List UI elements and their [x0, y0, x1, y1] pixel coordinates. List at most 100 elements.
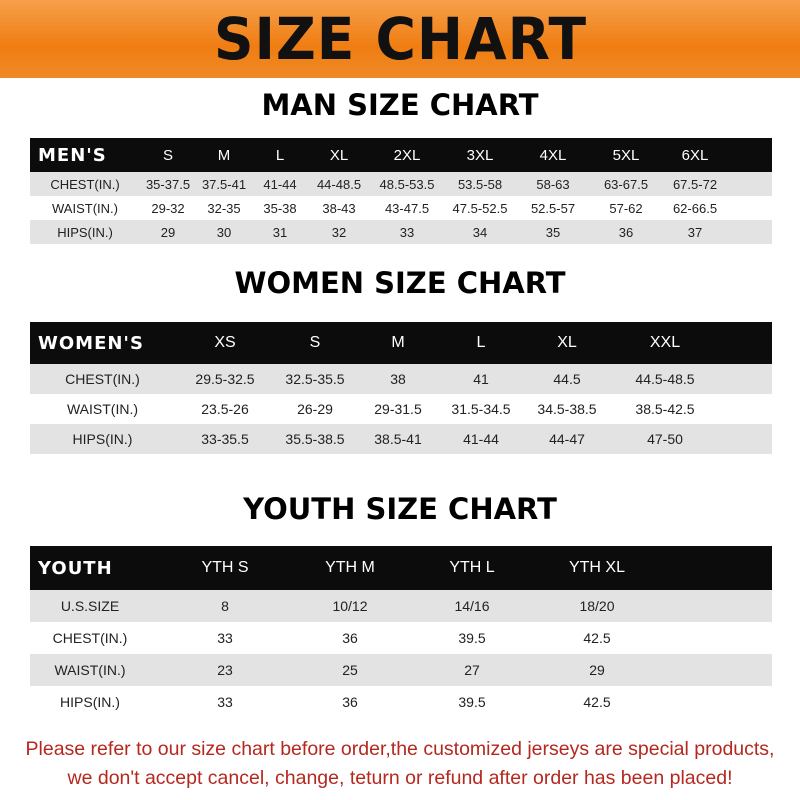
table-cell: 29-32 — [151, 200, 185, 216]
row-label: MEN'S — [38, 144, 107, 166]
row-label: WAIST(IN.) — [66, 401, 139, 417]
table-cell: 4XL — [539, 146, 567, 164]
table-cell: 18/20 — [579, 598, 615, 614]
table-cell: 29 — [589, 662, 605, 678]
table-cell: 47.5-52.5 — [452, 200, 508, 216]
table-cell: 35-38 — [263, 200, 297, 216]
table-cell: 44.5-48.5 — [635, 371, 695, 387]
table-cell: 44.5 — [553, 371, 581, 387]
table-cell: M — [391, 334, 405, 351]
women-title: WOMEN SIZE CHART — [234, 266, 566, 300]
table-cell: 31.5-34.5 — [451, 401, 511, 417]
table-cell: 63-67.5 — [603, 176, 649, 192]
table-cell: 34 — [472, 224, 488, 240]
table-cell: 23 — [217, 662, 233, 678]
table-cell: M — [217, 146, 231, 164]
youth-title: YOUTH SIZE CHART — [243, 492, 557, 526]
table-cell: 35.5-38.5 — [285, 431, 345, 447]
table-row: WAIST(IN.) 29-32 32-35 35-38 38-43 43-47.5 47.… — [30, 196, 772, 220]
table-cell: 33 — [217, 694, 233, 710]
table-cell: 37 — [687, 224, 703, 240]
women-size-table: WOMEN'S XS S M L XL XXL CHEST(IN.) 29.5-32.5 32.5… — [30, 322, 772, 454]
table-cell: 57-62 — [609, 200, 643, 216]
table-cell: 29 — [160, 224, 176, 240]
disclaimer-note: Please refer to our size chart before or… — [0, 735, 800, 793]
table-cell: 27 — [464, 662, 480, 678]
table-cell: 26-29 — [297, 401, 333, 417]
table-cell: 53.5-58 — [457, 176, 503, 192]
row-label: HIPS(IN.) — [57, 224, 113, 240]
banner-title: SIZE CHART — [213, 5, 587, 73]
table-cell: 14/16 — [454, 598, 490, 614]
row-label: WAIST(IN.) — [54, 662, 126, 678]
table-cell: 48.5-53.5 — [379, 176, 435, 192]
table-cell: YTH XL — [568, 559, 625, 576]
table-cell: 25 — [342, 662, 358, 678]
row-label: HIPS(IN.) — [72, 431, 133, 447]
men-size-table: MEN'S S M L XL 2XL 3XL 4XL 5XL 6XL CHEST(IN.) 35-37… — [30, 138, 772, 244]
table-row: WAIST(IN.) 23.5-26 26-29 29-31.5 31.5-34.5 34… — [30, 394, 772, 424]
table-cell: 32 — [331, 224, 347, 240]
table-cell: 44-47 — [549, 431, 585, 447]
table-row: CHEST(IN.) 33 36 39.5 42.5 — [30, 622, 772, 654]
table-cell: YTH S — [201, 559, 249, 576]
table-cell: S — [309, 334, 321, 351]
table-cell: L — [476, 334, 486, 351]
table-cell: YTH L — [449, 559, 495, 576]
table-cell: XL — [329, 146, 349, 164]
table-cell: 32-35 — [207, 200, 241, 216]
table-cell: 33 — [399, 224, 415, 240]
table-row: HIPS(IN.) 29 30 31 32 33 34 35 36 37 — [30, 220, 772, 244]
table-cell: 29-31.5 — [374, 401, 422, 417]
table-cell: 2XL — [393, 146, 421, 164]
table-row: WAIST(IN.) 23 25 27 29 — [30, 654, 772, 686]
table-cell: 39.5 — [458, 694, 486, 710]
table-row: U.S.SIZE 8 10/12 14/16 18/20 — [30, 590, 772, 622]
table-cell: S — [162, 146, 173, 164]
table-cell: 5XL — [612, 146, 640, 164]
row-label: WOMEN'S — [38, 332, 144, 354]
table-cell: XS — [214, 334, 236, 351]
row-label: YOUTH — [38, 557, 113, 579]
row-label: CHEST(IN.) — [50, 176, 120, 192]
table-cell: 39.5 — [458, 630, 486, 646]
table-cell: 42.5 — [583, 630, 611, 646]
row-label: CHEST(IN.) — [65, 371, 140, 387]
table-cell: L — [275, 146, 285, 164]
table-cell: 34.5-38.5 — [537, 401, 597, 417]
table-cell: 36 — [342, 694, 358, 710]
table-cell: 29.5-32.5 — [195, 371, 255, 387]
table-header-row: WOMEN'S XS S M L XL XXL — [30, 322, 772, 364]
row-label: U.S.SIZE — [60, 598, 120, 614]
table-cell: 58-63 — [536, 176, 570, 192]
table-cell: 36 — [618, 224, 634, 240]
table-cell: YTH M — [325, 559, 375, 576]
row-label: WAIST(IN.) — [52, 200, 118, 216]
table-cell: 23.5-26 — [201, 401, 249, 417]
youth-size-table: YOUTH YTH S YTH M YTH L YTH XL U.S.SIZE 8 10/12… — [30, 546, 772, 718]
table-cell: 8 — [221, 598, 229, 614]
table-row: HIPS(IN.) 33-35.5 35.5-38.5 38.5-41 41-44 44-… — [30, 424, 772, 454]
table-cell: 38.5-42.5 — [635, 401, 695, 417]
table-cell: XL — [557, 334, 577, 351]
table-cell: 37.5-41 — [201, 176, 247, 192]
table-cell: 35 — [545, 224, 561, 240]
table-cell: 33-35.5 — [201, 431, 249, 447]
table-row: CHEST(IN.) 35-37.5 37.5-41 41-44 44-48.5 48.5… — [30, 172, 772, 196]
table-header-row: YOUTH YTH S YTH M YTH L YTH XL — [30, 546, 772, 590]
table-header-row: MEN'S S M L XL 2XL 3XL 4XL 5XL 6XL — [30, 138, 772, 172]
note-line-1: Please refer to our size chart before or… — [25, 738, 775, 760]
table-cell: 47-50 — [647, 431, 683, 447]
row-label: HIPS(IN.) — [60, 694, 120, 710]
table-cell: 62-66.5 — [672, 200, 718, 216]
table-cell: 36 — [342, 630, 358, 646]
table-cell: 38.5-41 — [374, 431, 422, 447]
table-row: CHEST(IN.) 29.5-32.5 32.5-35.5 38 41 44.5 44.5… — [30, 364, 772, 394]
table-row: HIPS(IN.) 33 36 39.5 42.5 — [30, 686, 772, 718]
men-title: MAN SIZE CHART — [261, 88, 539, 122]
table-cell: 42.5 — [583, 694, 611, 710]
table-cell: 33 — [217, 630, 233, 646]
table-cell: 6XL — [681, 146, 709, 164]
table-cell: 43-47.5 — [384, 200, 430, 216]
table-cell: 35-37.5 — [145, 176, 191, 192]
